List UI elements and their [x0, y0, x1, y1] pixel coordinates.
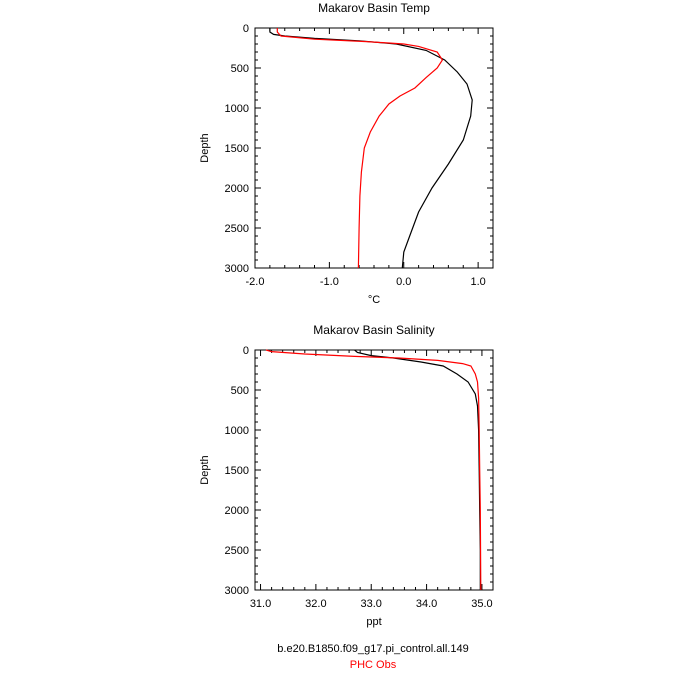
- x-tick-label: 1.0: [470, 276, 485, 288]
- legend-entry-model: b.e20.B1850.f09_g17.pi_control.all.149: [277, 643, 468, 655]
- y-tick-label: 1500: [225, 143, 249, 155]
- y-tick-label: 1000: [225, 425, 249, 437]
- y-tick-label: 0: [243, 345, 249, 357]
- plot-frame: [254, 349, 494, 591]
- x-tick-label: -1.0: [320, 276, 339, 288]
- y-tick-label: 1500: [225, 465, 249, 477]
- legend-entry-obs: PHC Obs: [350, 659, 397, 671]
- plot-frame: [254, 27, 494, 269]
- x-axis-label: ppt: [366, 616, 381, 628]
- y-tick-label: 500: [231, 63, 249, 75]
- x-tick-label: 0.0: [396, 276, 411, 288]
- series-line-model: [354, 349, 481, 590]
- y-tick-label: 3000: [225, 263, 249, 275]
- y-tick-label: 2000: [225, 183, 249, 195]
- x-tick-label: 34.0: [416, 598, 437, 610]
- y-tick-label: 3000: [225, 585, 249, 597]
- y-tick-label: 2000: [225, 505, 249, 517]
- x-axis-label: °C: [368, 294, 380, 306]
- y-axis-label: Depth: [199, 133, 211, 162]
- salinity-chart: Makarov Basin Salinity 0 500 1000 1500 2000 25…: [199, 323, 494, 628]
- x-tick-label: 31.0: [250, 598, 271, 610]
- temp-chart: Makarov Basin Temp 0 500 1000 1500 2000 2500 30…: [199, 1, 494, 306]
- x-tick-label: 35.0: [471, 598, 492, 610]
- y-axis-label: Depth: [199, 455, 211, 484]
- y-tick-label: 500: [231, 385, 249, 397]
- y-tick-label: 2500: [225, 545, 249, 557]
- series-line-obs: [265, 349, 482, 591]
- y-tick-label: 1000: [225, 103, 249, 115]
- legend: b.e20.B1850.f09_g17.pi_control.all.149 P…: [277, 643, 468, 671]
- x-tick-label: 33.0: [361, 598, 382, 610]
- chart-title: Makarov Basin Temp: [318, 1, 430, 15]
- x-tick-label: 32.0: [305, 598, 326, 610]
- x-tick-label: -2.0: [246, 276, 265, 288]
- y-tick-label: 2500: [225, 223, 249, 235]
- chart-title: Makarov Basin Salinity: [313, 323, 434, 337]
- y-tick-label: 0: [243, 23, 249, 35]
- series-line-obs: [276, 28, 444, 269]
- series-line-model: [269, 28, 473, 269]
